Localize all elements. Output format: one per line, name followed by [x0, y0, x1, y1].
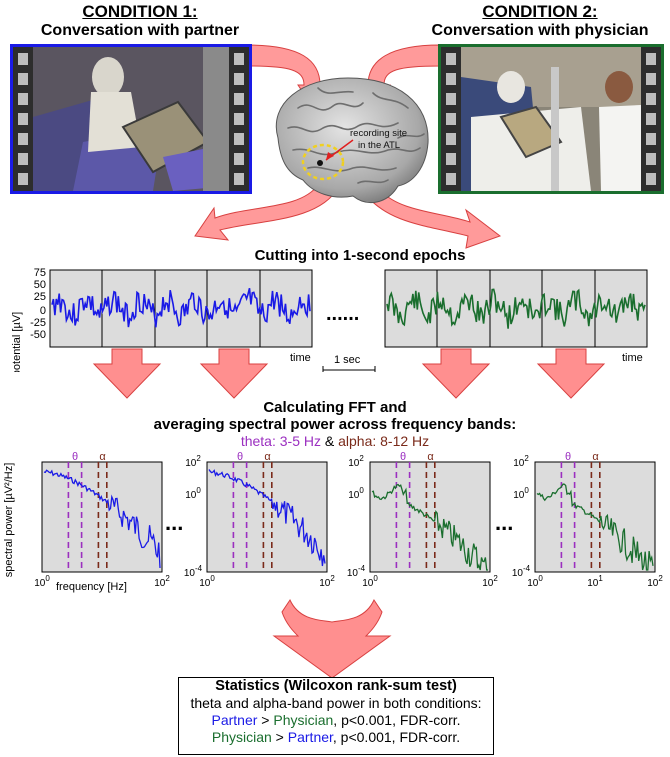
xtick-1-partner-1: 100 [34, 574, 50, 589]
epochs-ellipsis: ...... [326, 303, 359, 325]
stats-line1: theta and alpha-band power in both condi… [190, 695, 482, 711]
stats-line3-p: , p<0.001, FDR-corr. [332, 729, 461, 745]
spectrum-trace-partner-2 [208, 469, 326, 567]
theta-label-physician-1: θ [400, 451, 406, 463]
epochs-ytick-75: 75 [34, 267, 46, 279]
epochs-ytick-neg50: -50 [30, 329, 46, 341]
arrow-brain-to-left-epochs [194, 184, 339, 241]
stats-title: Statistics (Wilcoxon rank-sum test) [215, 678, 457, 694]
alpha-label-partner-2: α [264, 451, 271, 463]
epochs-title: Cutting into 1-second epochs [254, 247, 466, 264]
fft-title-line1: Calculating FFT and [263, 399, 407, 416]
stats-line2: Partner > Physician, p<0.001, FDR-corr. [179, 712, 493, 729]
xtick-1-physician-2: 100 [527, 574, 543, 589]
statistics-box: Statistics (Wilcoxon rank-sum test) thet… [178, 677, 494, 755]
fft-theta-text: theta: 3-5 Hz [240, 433, 321, 449]
epochs-left-trace [51, 288, 311, 328]
ytick-bot-physician-2: 10-4 [512, 564, 531, 579]
fft-title: Calculating FFT and averaging spectral p… [110, 399, 560, 450]
ytick-bot-physician-1: 10-4 [347, 564, 366, 579]
stats-line2-partner: Partner [211, 712, 258, 728]
xtick-3-physician-1: 102 [482, 574, 498, 589]
arrow-to-statistics [272, 598, 392, 679]
alpha-label-physician-2: α [592, 451, 599, 463]
epochs-xlabel-right: time [622, 352, 643, 364]
atl-recording-circle [301, 143, 345, 181]
brain-illustration: recording site in the ATL [275, 77, 429, 204]
partner-video-image [13, 47, 249, 191]
stats-line3: Physician > Partner, p<0.001, FDR-corr. [179, 729, 493, 746]
ytick-mid-partner-2: 100 [185, 486, 201, 501]
stats-line3-partner: Partner [287, 729, 333, 745]
spectra-ellipsis-2: ... [495, 510, 513, 535]
condition-2-subheading: Conversation with physician [431, 22, 649, 39]
epochs-right-trace [386, 288, 646, 329]
brain-label-line2: in the ATL [358, 140, 400, 151]
xtick-1-partner-2: 100 [199, 574, 215, 589]
xtick-3-physician-2: 102 [647, 574, 663, 589]
condition-1-heading: CONDITION 1: [82, 2, 198, 21]
down-arrow-4 [536, 348, 606, 399]
ytick-top-physician-2: 102 [513, 454, 529, 469]
xtick-3-partner-1: 102 [154, 574, 170, 589]
spectral-plots: spectral power [µV²/Hz] θ α 100 102 θ α 102 100… [3, 451, 663, 593]
stats-line3-gt: > [271, 729, 288, 745]
down-arrow-3 [421, 348, 491, 399]
recording-site-dot [317, 160, 323, 166]
fft-amp: & [324, 433, 335, 449]
epochs-ytick-50: 50 [34, 279, 46, 291]
down-arrow-2 [199, 348, 269, 399]
epochs-ytick-0: 0 [40, 305, 46, 317]
stats-line2-physician: Physician [273, 712, 334, 728]
epochs-ylabel: potential [µV] [11, 312, 23, 372]
down-arrow-1 [92, 348, 162, 399]
alpha-label-partner-1: α [99, 451, 106, 463]
fft-title-line2: averaging spectral power across frequenc… [153, 416, 517, 433]
spectra-ylabel: spectral power [µV²/Hz] [3, 463, 15, 578]
video-frame-partner [10, 44, 252, 194]
xtick-3-partner-2: 102 [319, 574, 335, 589]
condition-2-title: CONDITION 2: Conversation with physician [410, 2, 670, 40]
epochs-ytick-neg25: -25 [30, 317, 46, 329]
theta-label-physician-2: θ [565, 451, 571, 463]
scalebar-label: 1 sec [334, 354, 361, 366]
epochs-xlabel-left: time [290, 352, 311, 364]
video-frame-physician [438, 44, 664, 194]
xtick-1-physician-1: 100 [362, 574, 378, 589]
spectrum-panel-partner-1: θ α 100 102 [34, 451, 170, 589]
theta-label-partner-2: θ [237, 451, 243, 463]
stats-line2-gt: > [257, 712, 274, 728]
ytick-mid-physician-2: 100 [513, 486, 529, 501]
spectra-ellipsis-1: ... [165, 510, 183, 535]
ytick-mid-physician-1: 100 [348, 486, 364, 501]
ytick-bot-partner-2: 10-4 [184, 564, 203, 579]
ytick-top-physician-1: 102 [348, 454, 364, 469]
spectra-xlabel: frequency [Hz] [56, 581, 127, 593]
alpha-label-physician-1: α [427, 451, 434, 463]
theta-label-partner-1: θ [72, 451, 78, 463]
arrow-brain-to-right-epochs [365, 189, 502, 249]
condition-1-subheading: Conversation with partner [40, 22, 240, 39]
xtick-2-physician-2: 101 [587, 574, 603, 589]
epochs-ytick-25: 25 [34, 291, 46, 303]
condition-2-heading: CONDITION 2: [482, 2, 598, 21]
spectrum-trace-physician-1 [371, 483, 488, 571]
fft-alpha-text: alpha: 8-12 Hz [338, 433, 430, 449]
spectrum-trace-partner-1 [43, 469, 161, 569]
physician-video-image [441, 47, 661, 191]
ytick-top-partner-2: 102 [185, 454, 201, 469]
brain-label-line1: recording site [350, 128, 407, 139]
stats-line2-p: , p<0.001, FDR-corr. [333, 712, 461, 728]
epoch-plots: potential [µV] 75 50 25 0 -25 -50 ......… [11, 267, 648, 372]
stats-line3-physician: Physician [211, 729, 272, 745]
spectrum-trace-physician-2 [536, 483, 654, 571]
condition-1-title: CONDITION 1: Conversation with partner [10, 2, 270, 40]
